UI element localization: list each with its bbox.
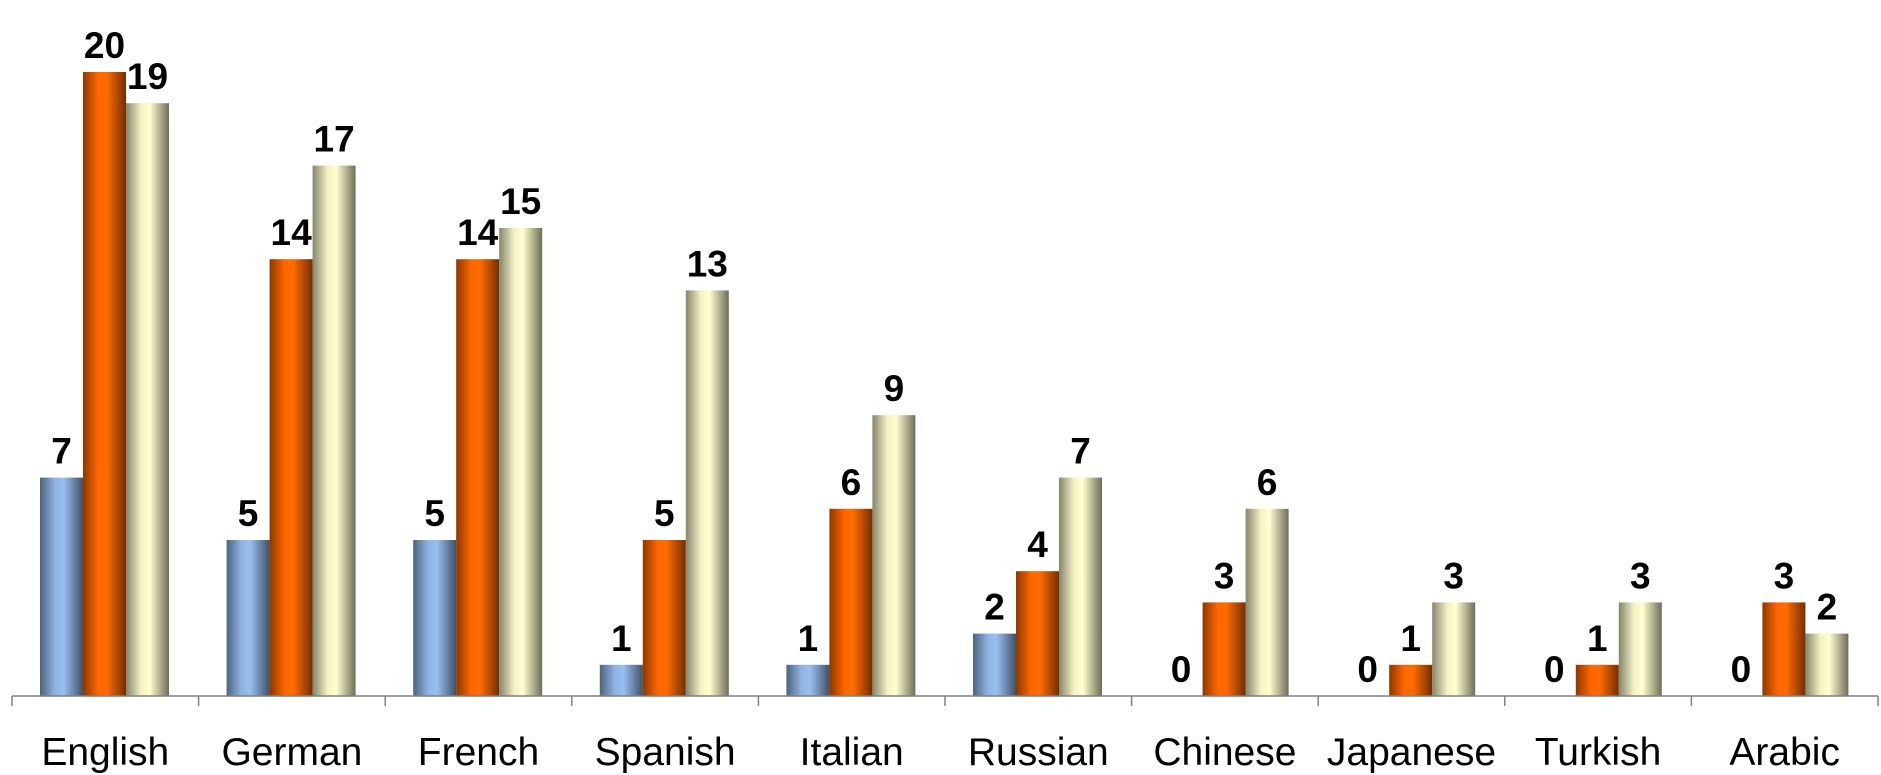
- data-label-spanish-series-1: 1: [611, 618, 632, 659]
- data-label-french-series-3: 15: [500, 181, 541, 222]
- bars-layer: [40, 72, 1849, 697]
- category-label-arabic: Arabic: [1729, 731, 1840, 774]
- bar-turkish-series-3: [1618, 602, 1662, 696]
- data-label-turkish-series-2: 1: [1587, 618, 1608, 659]
- data-label-turkish-series-3: 3: [1630, 555, 1651, 596]
- bar-arabic-series-3: [1805, 633, 1849, 696]
- bar-german-series-2: [269, 259, 313, 696]
- data-label-chinese-series-3: 6: [1257, 462, 1278, 503]
- data-label-russian-series-1: 2: [984, 587, 1005, 628]
- data-label-japanese-series-3: 3: [1443, 555, 1464, 596]
- data-label-english-series-2: 20: [84, 25, 125, 66]
- bar-chinese-series-2: [1202, 602, 1246, 696]
- category-label-french: French: [418, 731, 539, 774]
- data-label-italian-series-2: 6: [841, 462, 862, 503]
- data-label-german-series-1: 5: [238, 493, 259, 534]
- bar-french-series-3: [499, 228, 543, 696]
- data-label-japanese-series-1: 0: [1357, 649, 1378, 690]
- bar-german-series-3: [312, 165, 356, 697]
- data-label-french-series-2: 14: [457, 212, 499, 253]
- data-label-russian-series-3: 7: [1070, 431, 1091, 472]
- bar-arabic-series-2: [1762, 602, 1806, 696]
- data-label-italian-series-3: 9: [884, 368, 905, 409]
- bar-french-series-2: [456, 259, 500, 696]
- data-label-spanish-series-2: 5: [654, 493, 675, 534]
- bar-italian-series-1: [786, 664, 830, 696]
- data-label-english-series-1: 7: [51, 431, 72, 472]
- data-label-french-series-1: 5: [424, 493, 445, 534]
- category-label-japanese: Japanese: [1327, 731, 1496, 774]
- x-axis: [11, 695, 1879, 706]
- data-label-german-series-3: 17: [314, 119, 355, 160]
- data-label-arabic-series-1: 0: [1731, 649, 1752, 690]
- bar-spanish-series-1: [599, 664, 643, 696]
- category-label-russian: Russian: [968, 731, 1109, 774]
- category-labels: English German French Spanish Italian Russian…: [41, 731, 1840, 774]
- category-label-italian: Italian: [800, 731, 904, 774]
- data-label-turkish-series-1: 0: [1544, 649, 1565, 690]
- category-label-chinese: Chinese: [1153, 731, 1296, 774]
- category-label-spanish: Spanish: [595, 731, 736, 774]
- data-label-spanish-series-3: 13: [687, 243, 728, 284]
- bar-chinese-series-3: [1245, 508, 1289, 696]
- bar-french-series-1: [413, 540, 457, 696]
- bar-spanish-series-3: [685, 290, 729, 696]
- bar-russian-series-2: [1016, 571, 1059, 696]
- data-label-italian-series-1: 1: [798, 618, 819, 659]
- bar-russian-series-1: [973, 633, 1016, 696]
- bar-russian-series-3: [1059, 477, 1102, 696]
- category-label-german: German: [221, 731, 362, 774]
- data-label-chinese-series-1: 0: [1171, 649, 1192, 690]
- bar-german-series-1: [226, 540, 270, 696]
- category-label-turkish: Turkish: [1535, 731, 1661, 774]
- bar-english-series-1: [40, 477, 83, 696]
- bar-italian-series-2: [829, 508, 873, 696]
- data-label-japanese-series-2: 1: [1400, 618, 1421, 659]
- category-label-english: English: [41, 731, 169, 774]
- data-label-german-series-2: 14: [271, 212, 313, 253]
- bar-spanish-series-2: [642, 540, 686, 696]
- data-label-chinese-series-2: 3: [1214, 555, 1235, 596]
- data-label-english-series-3: 19: [127, 56, 168, 97]
- bar-english-series-3: [126, 103, 169, 696]
- bar-turkish-series-2: [1575, 664, 1619, 696]
- bar-italian-series-3: [872, 415, 916, 696]
- data-label-arabic-series-2: 3: [1774, 555, 1795, 596]
- bar-english-series-2: [83, 72, 126, 696]
- data-label-russian-series-2: 4: [1027, 524, 1048, 565]
- bar-japanese-series-2: [1389, 664, 1433, 696]
- bar-japanese-series-3: [1432, 602, 1476, 696]
- data-label-arabic-series-3: 2: [1817, 587, 1838, 628]
